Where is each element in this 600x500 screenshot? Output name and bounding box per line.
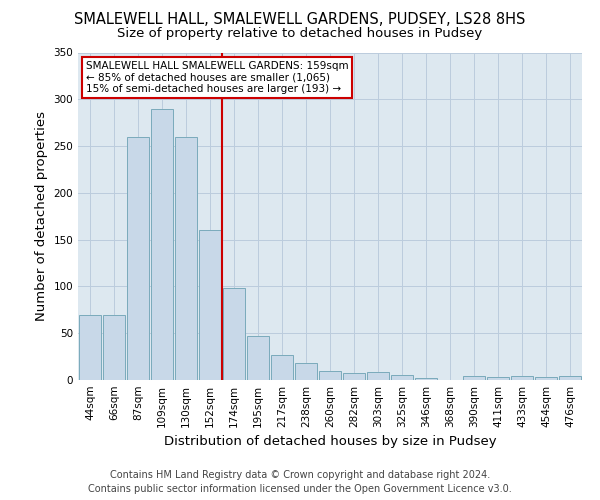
Bar	[511, 376, 533, 380]
Bar	[295, 363, 317, 380]
Bar	[79, 314, 101, 380]
Bar	[271, 354, 293, 380]
Text: SMALEWELL HALL SMALEWELL GARDENS: 159sqm
← 85% of detached houses are smaller (1: SMALEWELL HALL SMALEWELL GARDENS: 159sqm…	[86, 60, 348, 94]
Bar	[463, 376, 485, 380]
Bar	[199, 230, 221, 380]
Bar	[367, 372, 389, 380]
Bar	[127, 136, 149, 380]
Bar	[319, 370, 341, 380]
X-axis label: Distribution of detached houses by size in Pudsey: Distribution of detached houses by size …	[164, 436, 496, 448]
Bar	[151, 108, 173, 380]
Bar	[487, 377, 509, 380]
Bar	[175, 136, 197, 380]
Bar	[391, 376, 413, 380]
Bar	[247, 336, 269, 380]
Bar	[559, 376, 581, 380]
Text: Contains HM Land Registry data © Crown copyright and database right 2024.
Contai: Contains HM Land Registry data © Crown c…	[88, 470, 512, 494]
Bar	[103, 314, 125, 380]
Bar	[343, 372, 365, 380]
Bar	[223, 288, 245, 380]
Bar	[415, 378, 437, 380]
Text: SMALEWELL HALL, SMALEWELL GARDENS, PUDSEY, LS28 8HS: SMALEWELL HALL, SMALEWELL GARDENS, PUDSE…	[74, 12, 526, 28]
Text: Size of property relative to detached houses in Pudsey: Size of property relative to detached ho…	[118, 28, 482, 40]
Bar	[535, 377, 557, 380]
Y-axis label: Number of detached properties: Number of detached properties	[35, 112, 48, 322]
